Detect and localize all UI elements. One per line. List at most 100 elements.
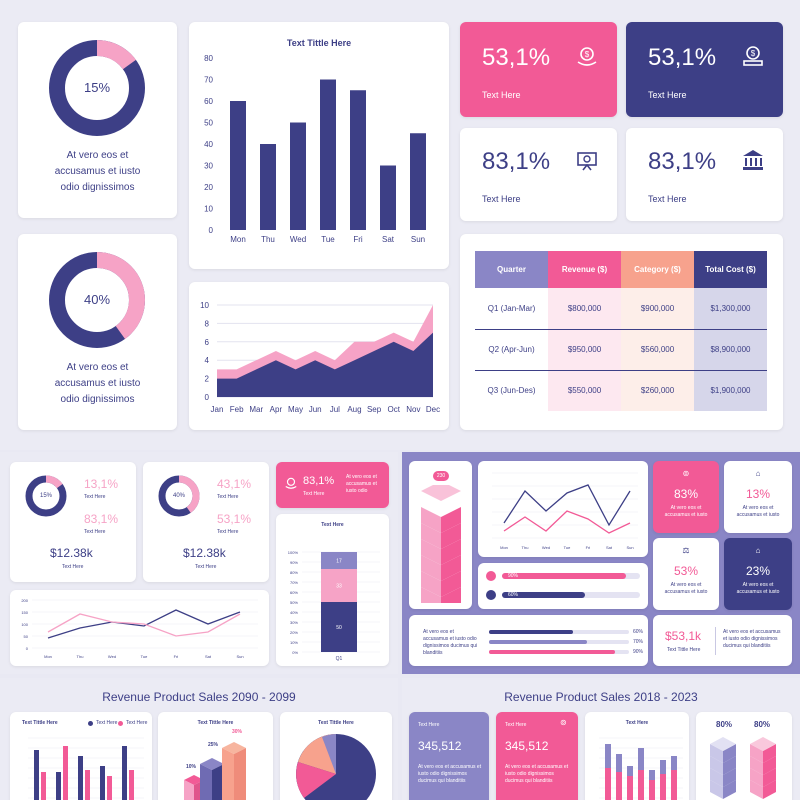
thumb-b-tile-3-value: 53% bbox=[673, 564, 699, 578]
y-tick-label: 70 bbox=[204, 76, 213, 85]
y-tick-label: 0 bbox=[209, 226, 214, 235]
money-hand-icon: ⊚ bbox=[560, 718, 567, 727]
bar-lavender bbox=[660, 760, 666, 774]
svg-text:$: $ bbox=[585, 50, 590, 59]
bar-pct-3: 90% bbox=[633, 649, 644, 655]
stack-segment-label: 17 bbox=[336, 559, 342, 565]
y-tick-label: 50% bbox=[290, 600, 298, 605]
stat-3-value: 83,1% bbox=[482, 148, 551, 175]
thumb-d-iso-1-label: 80% bbox=[716, 720, 733, 729]
thumb-d-bar-chart bbox=[599, 737, 683, 800]
donut-chart-2 bbox=[49, 252, 145, 348]
bar bbox=[410, 133, 426, 230]
thumb-a-donut-card-2: 40% 43,1% Text Here 53,1% Text Here $12.… bbox=[143, 462, 269, 582]
bar-lavender bbox=[605, 744, 611, 768]
thumb-b-tile-1-desc: At vero eos et accusamus et iusto bbox=[664, 505, 708, 518]
thumb-d-iso-2-label: 80% bbox=[754, 720, 771, 729]
bar-chart: 0 10 20 30 40 50 60 70 80 Mon Thu Wed Tue Fri Sat Sun bbox=[204, 54, 426, 244]
y-tick-label: 40% bbox=[290, 610, 298, 615]
thumb-b-tile-2-value: 13% bbox=[745, 487, 771, 501]
line-series-pink bbox=[47, 613, 241, 637]
bar-fill-3 bbox=[489, 650, 615, 654]
thumb-b-line-chart: Mon Thu Wed Tue Fri Sat Sun bbox=[492, 472, 638, 550]
y-tick-label: 70% bbox=[290, 580, 298, 585]
bank-icon: ⌂ bbox=[755, 469, 761, 478]
scale-icon: ⚖ bbox=[682, 546, 690, 555]
thumb-c-bar-chart bbox=[28, 737, 144, 800]
thumb-b-bars-card: At vero eos et accusamus et iusto odio d… bbox=[409, 615, 648, 666]
x-tick-label: Mon bbox=[500, 545, 508, 550]
x-tick-label: Aug bbox=[347, 405, 361, 414]
iso-block-top bbox=[710, 737, 736, 751]
thumb-d-card-1: Text Here 345,512 At vero eos et accusam… bbox=[409, 712, 489, 800]
thumb-b-progress-card: 90% 60% bbox=[478, 563, 648, 609]
thumb-a-d2-pct: 40% bbox=[172, 493, 185, 499]
iso-label-1: 10% bbox=[186, 764, 197, 770]
donut-2-percent: 40% bbox=[83, 292, 111, 307]
bar-navy bbox=[56, 772, 61, 800]
thumb-a-stat-desc: At vero eos et accusamus et iusto odio bbox=[346, 474, 377, 494]
legend-dot-navy bbox=[88, 721, 93, 726]
x-tick-label: Sep bbox=[367, 405, 382, 414]
table-cell: $550,000 bbox=[548, 370, 621, 411]
stat-2-value: 53,1% bbox=[648, 44, 717, 71]
table-cell: $900,000 bbox=[621, 288, 694, 329]
bar-navy bbox=[100, 766, 105, 800]
thumb-b-line-card: Mon Thu Wed Tue Fri Sat Sun bbox=[478, 461, 648, 557]
donut-1-caption: At vero eos et accusamus et iusto odio d… bbox=[18, 148, 177, 196]
stat-tile-4: 83,1% Text Here bbox=[626, 128, 783, 221]
y-tick-label: 30 bbox=[204, 162, 213, 171]
progress-icon-2 bbox=[486, 590, 496, 600]
bar-pct-1: 60% bbox=[633, 629, 644, 635]
x-tick-label: Fri bbox=[353, 235, 363, 244]
thumb-b-tile-4-desc: At vero eos et accusamus et iusto bbox=[736, 582, 780, 595]
bank-icon bbox=[743, 150, 763, 170]
money-hand-icon: $ bbox=[577, 47, 597, 66]
money-hand-icon bbox=[285, 477, 297, 489]
bar-fill-1 bbox=[489, 630, 573, 634]
thumb-c-legend2: Text Here bbox=[126, 720, 148, 726]
table-header-quarter: Quarter bbox=[475, 251, 548, 288]
thumb-d-card1-value: 345,512 bbox=[418, 739, 462, 753]
bar-lavender bbox=[616, 754, 622, 772]
x-tick-label: Sat bbox=[205, 654, 212, 659]
divider bbox=[715, 627, 716, 655]
y-tick-label: 100 bbox=[21, 622, 28, 627]
quarter-table: Quarter Revenue ($) Category ($) Total C… bbox=[475, 251, 767, 411]
y-tick-label: 30% bbox=[290, 620, 298, 625]
thumb-c-pie-chart bbox=[296, 734, 376, 800]
thumb-a-donut-1 bbox=[25, 475, 67, 517]
thumb-a-stat-value: 83,1% bbox=[303, 475, 335, 487]
thumb-a-stack-card: Text Here 100% 90% 80% 70% 60% 50% 40% 30% 20% 10… bbox=[276, 514, 389, 666]
iso-block-right bbox=[441, 555, 461, 581]
x-tick-label: Jan bbox=[211, 405, 224, 414]
thumb-b-bars-text: At vero eos et accusamus et iusto odio d… bbox=[423, 629, 478, 656]
thumb-a-d2-v2: 53,1% bbox=[217, 512, 252, 526]
x-tick-label: Wed bbox=[290, 235, 306, 244]
thumb-a-line-chart: 200 150 100 50 0 Mon Thu Wed Tue Fri Sat Sun bbox=[21, 598, 258, 659]
x-tick-label: Sun bbox=[411, 235, 425, 244]
thumb-c-title: Revenue Product Sales 2090 - 2099 bbox=[102, 690, 296, 704]
x-tick-label: Wed bbox=[108, 654, 116, 659]
thumb-d-card1-desc: At vero eos et accusamus et iusto odio d… bbox=[418, 764, 482, 784]
iso-block-left bbox=[421, 587, 441, 603]
y-tick-label: 80% bbox=[290, 570, 298, 575]
bar-lavender bbox=[638, 748, 644, 770]
thumb-c-c2-title: Text Tittle Here bbox=[197, 720, 234, 726]
x-tick-label: Mar bbox=[249, 405, 263, 414]
iso-block-left bbox=[710, 780, 723, 799]
table-header-category: Category ($) bbox=[621, 251, 694, 288]
bar bbox=[350, 90, 366, 230]
thumb-b-tile-4: ⌂ 23% At vero eos et accusamus et iusto bbox=[724, 538, 792, 610]
thumb-b-tile-4-value: 23% bbox=[745, 564, 771, 578]
bar-lavender bbox=[671, 756, 677, 770]
y-tick-label: 60% bbox=[290, 590, 298, 595]
thumb-a-d2-money: $12.38k bbox=[183, 546, 226, 560]
thumb-b-tile-3: ⚖ 53% At vero eos et accusamus et iusto bbox=[653, 538, 719, 610]
thumb-a-d1-l1: Text Here bbox=[84, 494, 106, 500]
y-tick-label: 10 bbox=[200, 301, 209, 310]
iso-label-3: 30% bbox=[232, 729, 243, 735]
bar-fill-2 bbox=[489, 640, 587, 644]
thumb-a-d1-money-label: Text Here bbox=[62, 564, 84, 570]
donut-card-1: 15% At vero eos et accusamus et iusto od… bbox=[18, 22, 177, 218]
